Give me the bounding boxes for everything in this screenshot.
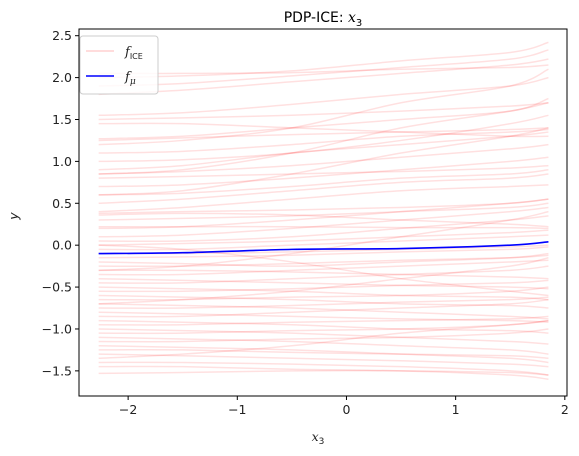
ice-line-16 [98,173,549,205]
ice-line-53 [98,365,549,380]
ice-line-19 [98,212,549,228]
ice-line-3 [98,64,549,75]
x-tick-label: −2 [119,402,137,417]
ice-lines-layer [98,41,549,380]
ice-line-39 [98,303,549,320]
ice-line-45 [98,328,549,345]
legend-pdp-main: f [124,70,132,85]
ice-line-41 [98,311,549,324]
plot-frame [78,28,568,397]
ice-line-14 [98,156,549,188]
ice-line-22 [98,198,549,230]
ice-line-5 [98,101,549,121]
x-tick-label: 2 [561,402,569,417]
ice-line-6 [98,97,549,140]
ice-line-48 [98,328,549,343]
ice-line-10 [98,114,549,163]
ice-line-26 [98,234,549,251]
ice-line-32 [98,259,549,276]
legend-ice-sub: ICE [130,52,143,61]
ice-line-9 [98,128,549,154]
ice-line-7 [98,127,549,142]
ice-line-51 [98,353,549,368]
ice-line-18 [98,198,549,215]
ice-line-58 [98,257,549,305]
pdp-line [98,241,549,255]
y-tick-label: 2.5 [52,28,72,43]
ice-line-30 [98,254,549,268]
x-axis-label-sub: 3 [319,437,325,447]
x-tick-label: 1 [452,402,460,417]
chart-title: PDP-ICE: x3 [284,10,363,29]
ice-line-33 [98,277,549,290]
ice-line-47 [98,336,549,355]
ice-line-36 [98,279,549,293]
ice-line-60 [98,122,549,138]
x-tick-label: 0 [342,402,350,417]
y-tick-label: 1.0 [52,154,72,169]
ice-line-11 [98,131,549,171]
y-tick-label: −1.0 [42,321,72,336]
legend-box [79,35,159,95]
ice-line-15 [98,169,549,196]
ice-line-13 [98,164,549,179]
ice-line-12 [98,143,549,175]
ice-line-55 [98,102,549,175]
ice-line-37 [98,294,549,309]
ice-line-59 [98,244,549,297]
ice-line-34 [98,265,549,284]
ice-line-0 [98,41,549,79]
y-tick-label: 1.5 [52,112,72,127]
ice-line-2 [98,58,549,96]
legend-ice-main: f [124,45,132,60]
x-axis-ticks: −2 −1 0 1 2 [119,396,569,417]
ice-line-49 [98,344,549,364]
ice-line-28 [98,246,549,259]
ice-line-44 [98,315,549,326]
ice-line-38 [98,286,549,301]
ice-line-43 [98,319,549,334]
ice-line-8 [98,68,549,146]
y-tick-label: −1.5 [42,363,72,378]
ice-line-17 [98,184,549,213]
ice-line-46 [98,319,549,335]
legend-pdp-label: fμ [124,70,136,87]
ice-line-25 [98,229,549,246]
ice-line-4 [98,76,549,117]
ice-line-57 [98,210,549,272]
ice-line-52 [98,361,549,376]
y-axis-ticks: −1.5 −1.0 −0.5 0.0 0.5 1.0 1.5 2.0 2.5 [42,28,79,378]
chart-title-plain: PDP-ICE: [284,10,348,26]
ice-line-56 [98,127,549,196]
ice-line-40 [98,296,549,309]
ice-line-54 [98,369,549,376]
legend-pdp-sub: μ [130,77,136,87]
x-tick-label: −1 [228,402,246,417]
ice-line-21 [98,225,549,230]
x-axis-label: x3 [312,429,325,447]
y-tick-label: 0.5 [52,196,72,211]
ice-line-20 [98,202,549,221]
legend-ice-label: fICE [124,45,143,61]
y-axis-label: y [6,212,21,221]
ice-line-35 [98,286,549,301]
chart-title-sub: 3 [356,18,362,29]
ice-line-24 [98,215,549,243]
y-tick-label: 2.0 [52,70,72,85]
ice-line-50 [98,348,549,360]
legend: fICE fμ [79,35,159,95]
ice-line-1 [98,49,549,87]
y-tick-label: −0.5 [42,280,72,295]
chart-title-var: x [348,10,356,26]
ice-line-29 [98,252,549,267]
x-axis-label-var: x [312,429,319,444]
ice-line-23 [98,206,549,238]
y-tick-label: 0.0 [52,238,72,253]
ice-line-31 [98,269,549,280]
ice-line-42 [98,298,549,318]
pdp-line-layer [98,241,549,255]
ice-line-61 [98,319,549,360]
